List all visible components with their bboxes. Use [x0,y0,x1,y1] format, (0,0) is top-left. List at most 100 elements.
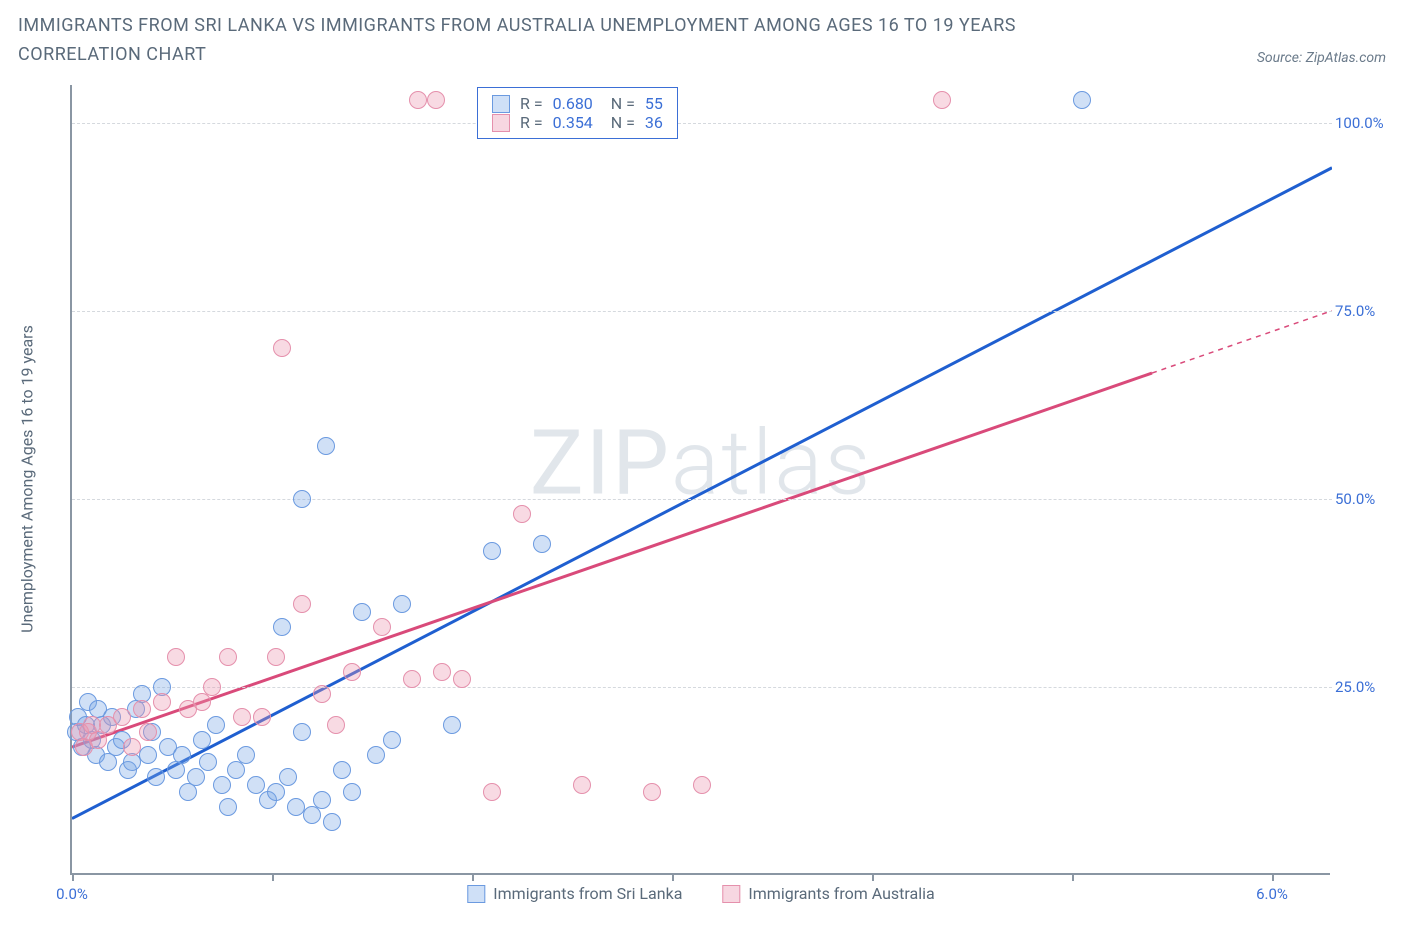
legend-n-value-1: 36 [645,113,663,132]
grid-line [72,311,1332,312]
scatter-point [293,723,311,741]
scatter-point [643,783,661,801]
y-tick-label: 100.0% [1335,114,1390,132]
scatter-point [199,753,217,771]
legend-bottom-label-0: Immigrants from Sri Lanka [493,884,682,903]
legend-bottom-label-1: Immigrants from Australia [748,884,934,903]
chart-area: Unemployment Among Ages 16 to 19 years Z… [70,85,1380,875]
scatter-point [113,708,131,726]
scatter-point [383,731,401,749]
scatter-point [367,746,385,764]
scatter-point [267,783,285,801]
watermark-text: ZIPatlas [530,411,872,516]
scatter-point [187,768,205,786]
scatter-point [247,776,265,794]
scatter-point [227,761,245,779]
scatter-point [133,700,151,718]
legend-stats-row-0: R = 0.680 N = 55 [492,94,663,113]
scatter-point [139,746,157,764]
scatter-point [353,603,371,621]
scatter-point [483,542,501,560]
x-tick [872,873,874,881]
legend-item-0: Immigrants from Sri Lanka [467,884,682,903]
x-tick [472,873,474,881]
scatter-point [203,678,221,696]
scatter-point [253,708,271,726]
scatter-point [313,685,331,703]
scatter-point [303,806,321,824]
scatter-point [267,648,285,666]
scatter-point [343,663,361,681]
scatter-point [123,738,141,756]
scatter-point [393,595,411,613]
scatter-point [1073,91,1091,109]
chart-title: IMMIGRANTS FROM SRI LANKA VS IMMIGRANTS … [18,12,1118,70]
legend-r-value-0: 0.680 [553,94,593,113]
legend-n-value-0: 55 [645,94,663,113]
y-axis-title: Unemployment Among Ages 16 to 19 years [18,325,37,633]
scatter-point [89,731,107,749]
scatter-point [323,813,341,831]
scatter-point [273,339,291,357]
grid-line [72,123,1332,124]
x-tick-label: 6.0% [1256,885,1288,903]
legend-r-value-1: 0.354 [553,113,593,132]
scatter-point [373,618,391,636]
scatter-point [273,618,291,636]
scatter-point [167,648,185,666]
legend-r-label: R = [520,113,543,132]
scatter-point [173,746,191,764]
scatter-point [333,761,351,779]
legend-swatch-0 [492,95,510,113]
scatter-point [403,670,421,688]
x-tick-label: 0.0% [56,885,88,903]
x-tick [1072,873,1074,881]
scatter-point [433,663,451,681]
scatter-point [193,693,211,711]
scatter-point [153,693,171,711]
scatter-point [513,505,531,523]
source-label: Source: ZipAtlas.com [1257,50,1386,66]
legend-stats-row-1: R = 0.354 N = 36 [492,113,663,132]
scatter-point [213,776,231,794]
scatter-point [219,648,237,666]
x-tick [272,873,274,881]
legend-bottom-swatch-0 [467,885,485,903]
scatter-point [293,595,311,613]
legend-r-label: R = [520,94,543,113]
plot-box: Unemployment Among Ages 16 to 19 years Z… [70,85,1330,875]
trend-lines [72,85,1332,875]
scatter-point [327,716,345,734]
scatter-point [233,708,251,726]
legend-bottom: Immigrants from Sri Lanka Immigrants fro… [467,884,934,903]
legend-n-label: N = [603,94,635,113]
scatter-point [409,91,427,109]
watermark: ZIPatlas [530,411,872,516]
scatter-point [207,716,225,734]
y-tick-label: 50.0% [1335,490,1390,508]
legend-n-label: N = [603,113,635,132]
x-tick [72,873,74,881]
grid-line [72,687,1332,688]
scatter-point [453,670,471,688]
scatter-point [533,535,551,553]
scatter-point [193,731,211,749]
scatter-point [343,783,361,801]
scatter-point [933,91,951,109]
x-tick [1272,873,1274,881]
x-tick [672,873,674,881]
legend-stats: R = 0.680 N = 55 R = 0.354 N = 36 [477,87,678,139]
scatter-point [293,490,311,508]
scatter-point [443,716,461,734]
y-tick-label: 75.0% [1335,302,1390,320]
scatter-point [313,791,331,809]
scatter-point [693,776,711,794]
y-tick-label: 25.0% [1335,678,1390,696]
scatter-point [219,798,237,816]
scatter-point [483,783,501,801]
scatter-point [427,91,445,109]
scatter-point [139,723,157,741]
scatter-point [279,768,297,786]
legend-swatch-1 [492,114,510,132]
scatter-point [237,746,255,764]
